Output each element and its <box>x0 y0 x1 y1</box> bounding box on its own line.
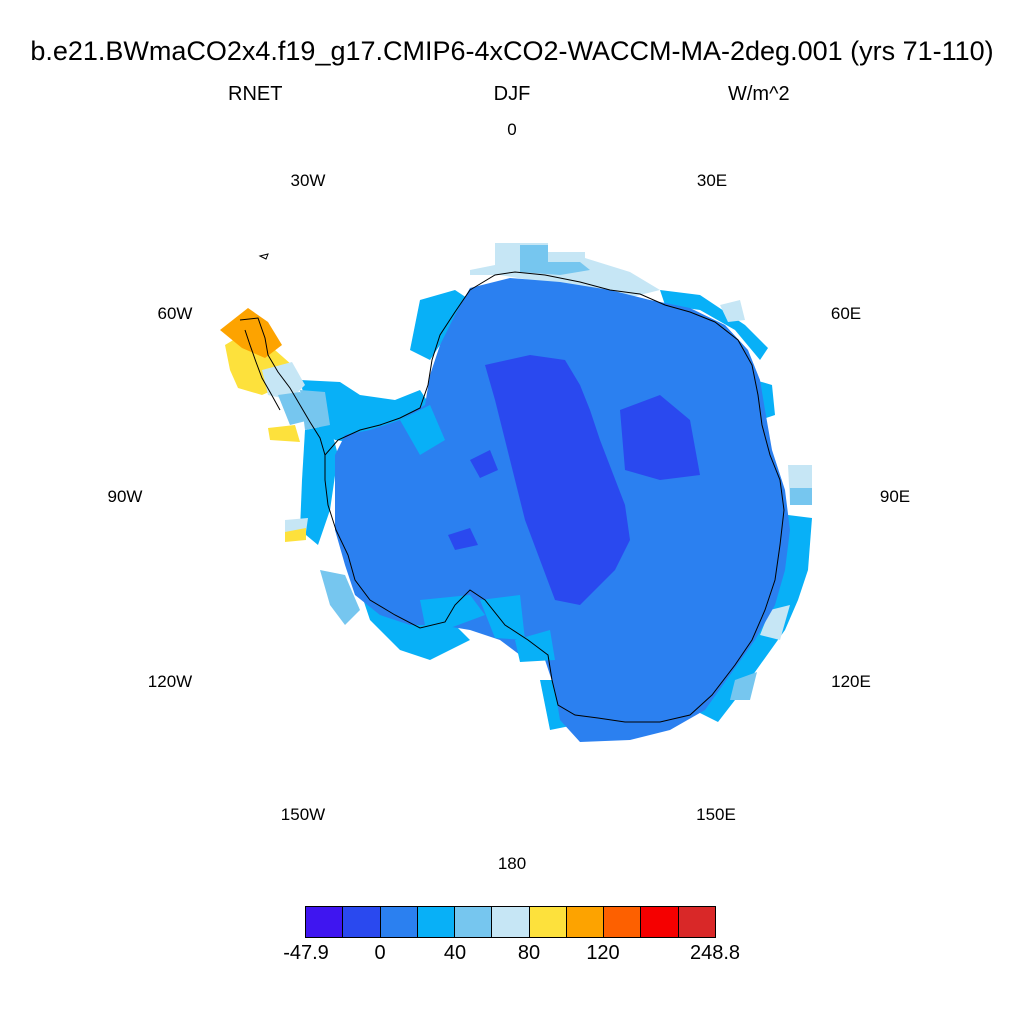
colorbar-box-11 <box>677 906 716 938</box>
colorbar-box-6 <box>491 906 530 938</box>
plateau-core-2 <box>620 395 700 480</box>
interior-cyan-3 <box>480 595 525 640</box>
coastal-rim-se-light <box>760 605 790 640</box>
coastline <box>324 271 785 723</box>
lon-label-120w: 120W <box>147 672 193 691</box>
colorbar-box-2 <box>342 906 381 938</box>
peninsula-yellow-strip <box>268 425 300 442</box>
colorbar-label-40: 40 <box>443 942 467 964</box>
peninsula-light <box>262 362 305 400</box>
lon-label-30e: 30E <box>696 171 728 190</box>
coastal-rim-north-west <box>410 290 470 360</box>
lon-label-180: 180 <box>497 854 527 873</box>
peninsula-yellow-tip <box>285 528 306 542</box>
colorbar-label-min: -47.9 <box>283 942 329 964</box>
units-label: W/m^2 <box>728 83 790 105</box>
colorbar-box-8 <box>565 906 605 938</box>
coastal-rim-north-med <box>520 245 590 275</box>
colorbar-box-5 <box>454 906 493 938</box>
lon-label-90e: 90E <box>879 487 911 506</box>
lon-label-60w: 60W <box>157 304 193 323</box>
plateau-core-1 <box>485 355 630 605</box>
coastal-rim-se-med <box>730 672 757 700</box>
coastal-rim-west-light <box>285 518 308 532</box>
map-title: b.e21.BWmaCO2x4.f19_g17.CMIP6-4xCO2-WACC… <box>30 36 994 66</box>
colorbar-box-4 <box>416 906 456 938</box>
lon-label-30w: 30W <box>290 171 326 190</box>
lon-label-150e: 150E <box>696 805 736 824</box>
colorbar-label-0: 0 <box>374 942 386 964</box>
interior-cyan-1 <box>400 405 445 455</box>
coastal-rim-ne-light <box>720 300 745 322</box>
peninsula-med <box>278 392 310 425</box>
lon-label-150w: 150W <box>280 805 326 824</box>
colorbar-box-1 <box>305 906 344 938</box>
data-field <box>220 243 812 742</box>
lon-label-60e: 60E <box>830 304 862 323</box>
lon-label-0: 0 <box>507 120 517 139</box>
variable-label: RNET <box>228 83 283 105</box>
season-label: DJF <box>493 83 531 105</box>
colorbar-label-80: 80 <box>517 942 541 964</box>
colorbar-box-9 <box>603 906 642 938</box>
lon-label-120e: 120E <box>831 672 871 691</box>
colorbar-label-120: 120 <box>586 942 620 964</box>
coastal-rim-west <box>300 425 338 545</box>
lon-label-90w: 90W <box>107 487 143 506</box>
colorbar-box-3 <box>379 906 418 938</box>
colorbar <box>305 906 716 938</box>
colorbar-box-10 <box>640 906 679 938</box>
colorbar-label-max: 248.8 <box>689 942 741 964</box>
coastal-rim-east-med <box>790 488 812 505</box>
interior-cyan-2 <box>420 595 485 628</box>
peninsula-coastline <box>239 317 326 456</box>
island-outline <box>258 253 269 260</box>
plateau-core-4 <box>448 528 478 550</box>
peninsula-coastline-inner <box>244 329 281 411</box>
colorbar-box-7 <box>528 906 567 938</box>
plateau-core-3 <box>470 450 498 478</box>
coastal-rim-sw-med <box>320 570 360 625</box>
